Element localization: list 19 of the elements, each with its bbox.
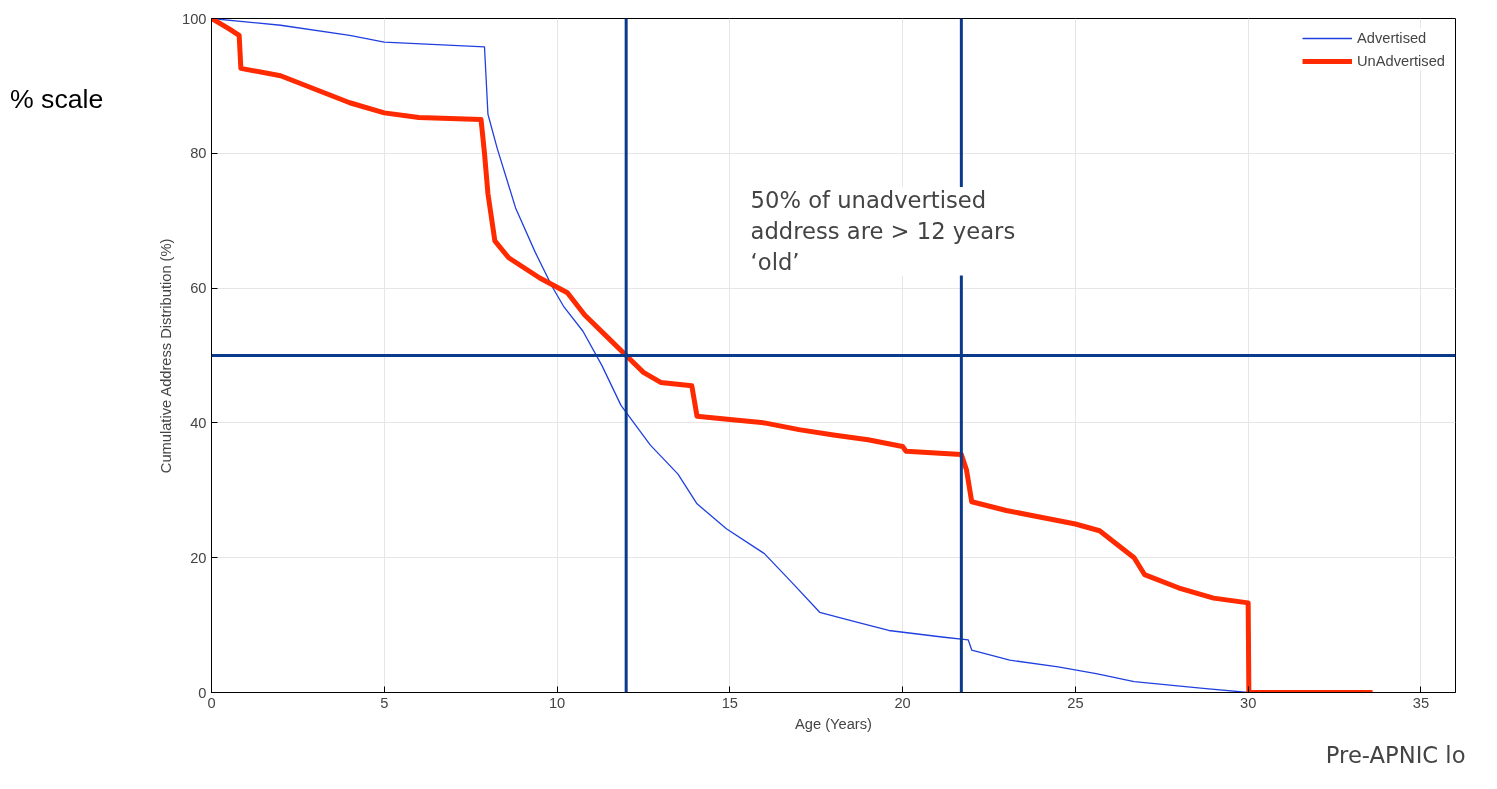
legend-label: Advertised: [1357, 30, 1427, 46]
x-axis-title: Age (Years): [795, 715, 872, 732]
y-axis-title: Cumulative Address Distribution (%): [158, 238, 175, 474]
legend-label: UnAdvertised: [1357, 53, 1445, 69]
x-tick-label: 25: [1067, 694, 1084, 711]
y-tick-label: 80: [190, 145, 207, 162]
text: Pre-APNIC lo: [1325, 741, 1466, 768]
text: % scale: [10, 83, 104, 116]
x-tick-label: 35: [1412, 694, 1430, 711]
annotation: 50% of unadvertised address are > 12 years ‘old’: [750, 187, 1016, 276]
x-tick-label: 20: [894, 694, 911, 711]
x-tick-label: 5: [380, 694, 389, 711]
x-tick-label: 30: [1240, 694, 1257, 711]
y-tick-label: 20: [190, 549, 207, 566]
x-tick-label: 10: [548, 694, 566, 711]
y-tick-label: 100: [182, 10, 207, 27]
x-tick-label: 15: [721, 694, 738, 711]
y-tick-label: 40: [190, 414, 207, 431]
y-tick-label: 60: [190, 280, 207, 297]
